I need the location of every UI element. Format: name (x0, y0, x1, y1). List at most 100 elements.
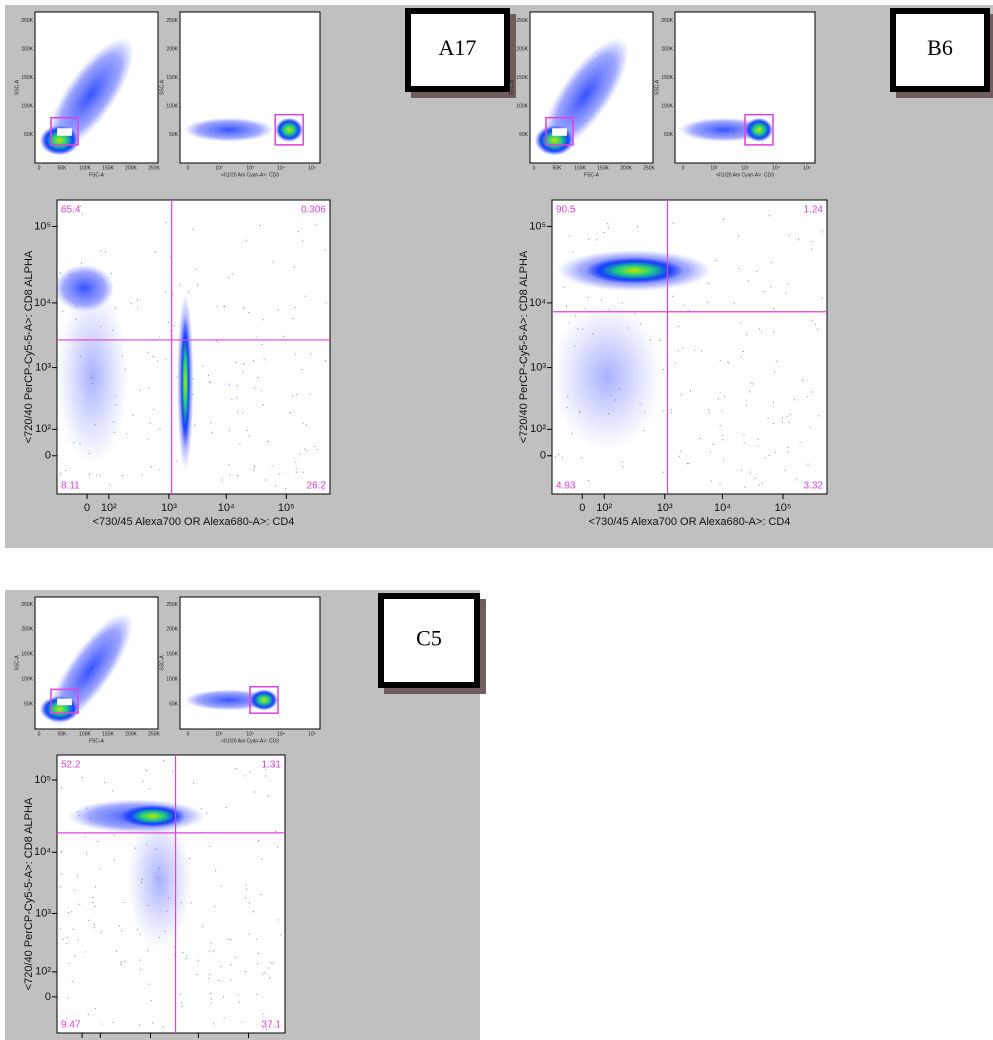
event-dot (132, 414, 134, 416)
event-dot (722, 434, 724, 437)
event-dot (789, 414, 791, 416)
gate (249, 686, 279, 714)
event-dot (234, 767, 237, 770)
event-dot (257, 377, 259, 379)
tick-label: 150K (102, 731, 114, 737)
event-dot (167, 321, 169, 323)
event-dot (262, 319, 264, 321)
event-dot (723, 460, 725, 462)
tick-label: 0 (533, 165, 536, 171)
event-dot (186, 955, 188, 957)
event-dot (69, 273, 71, 275)
tick-label: 200K (21, 627, 33, 633)
event-dot (788, 421, 790, 424)
event-dot (66, 936, 69, 938)
event-dot (154, 251, 157, 253)
axis-label: FSC-A (584, 172, 600, 178)
event-dot (180, 1002, 183, 1004)
cloud (54, 264, 115, 312)
event-dot (799, 441, 801, 444)
tick-label: 50K (664, 132, 674, 138)
event-dot (781, 417, 783, 419)
event-dot (811, 240, 813, 243)
tick-label: 250K (166, 18, 178, 24)
event-dot (608, 413, 610, 415)
event-dot (678, 350, 680, 352)
event-dot (84, 951, 87, 953)
event-dot (200, 808, 203, 810)
event-dot (94, 1007, 97, 1010)
event-dot (710, 480, 713, 482)
event-dot (768, 454, 770, 457)
event-dot (256, 938, 258, 940)
cloud (275, 117, 304, 142)
event-dot (795, 479, 798, 481)
event-dot (80, 355, 82, 358)
tick-label: 150K (21, 652, 33, 658)
tick-label: 200K (166, 46, 178, 52)
event-dot (607, 227, 609, 229)
event-dot (773, 308, 775, 310)
event-dot (173, 946, 175, 948)
event-dot (606, 223, 609, 225)
event-dot (764, 457, 766, 459)
event-dot (230, 979, 232, 981)
event-dot (794, 399, 796, 401)
tick-label: 150K (166, 75, 178, 81)
axis-label: FSC-A (89, 738, 105, 744)
event-dot (60, 886, 62, 888)
event-dot (558, 454, 560, 456)
event-dot (59, 928, 62, 930)
event-dot (745, 333, 748, 335)
event-dot (148, 387, 150, 389)
event-dot (255, 336, 257, 338)
event-dot (715, 259, 717, 262)
event-dot (229, 474, 231, 476)
cloud (120, 805, 185, 828)
event-dot (295, 461, 297, 464)
quadrant-value: 4.93 (556, 481, 576, 492)
event-dot (141, 878, 143, 880)
event-dot (621, 461, 623, 463)
event-dot (745, 404, 748, 406)
tick-label: 10³ (246, 165, 254, 171)
event-dot (797, 239, 800, 241)
event-dot (811, 391, 813, 393)
event-dot (230, 964, 232, 966)
event-dot (733, 302, 735, 304)
sample-label: C5 (416, 626, 442, 651)
event-dot (222, 996, 225, 998)
event-dot (661, 269, 663, 272)
event-dot (137, 928, 139, 930)
event-dot (79, 205, 81, 207)
quadrant-value: 52.2 (61, 760, 81, 771)
event-dot (568, 322, 570, 324)
event-dot (188, 857, 191, 860)
quadrant-value: 26.2 (307, 481, 327, 492)
event-dot (786, 416, 788, 418)
event-dot (79, 903, 81, 905)
event-dot (740, 355, 742, 358)
tick-label: 250K (21, 602, 33, 608)
event-dot (62, 311, 64, 313)
event-dot (224, 305, 226, 307)
event-dot (185, 958, 187, 960)
event-dot (59, 474, 61, 476)
gate (50, 116, 79, 146)
event-dot (708, 282, 710, 284)
event-dot (304, 295, 306, 297)
quadrant-value: 37.1 (262, 1020, 282, 1031)
event-dot (93, 927, 95, 929)
event-dot (773, 331, 775, 333)
event-dot (686, 463, 689, 465)
event-dot (680, 394, 682, 396)
event-dot (164, 291, 167, 293)
event-dot (581, 457, 583, 459)
event-dot (567, 396, 569, 398)
event-dot (139, 933, 141, 935)
event-dot (266, 440, 269, 443)
event-dot (159, 428, 161, 430)
event-dot (272, 962, 274, 964)
event-dot (85, 852, 88, 854)
event-dot (259, 224, 262, 226)
